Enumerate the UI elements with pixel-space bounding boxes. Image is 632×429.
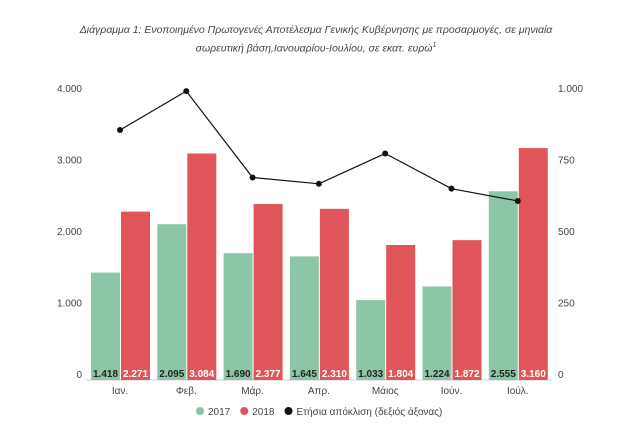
title-line-1: Διάγραμμα 1: Ενοποιημένο Πρωτογενές Αποτ…: [79, 24, 553, 36]
line-point: [448, 185, 455, 192]
bar-2017: [157, 224, 187, 380]
bar-2018: [253, 204, 283, 380]
data-label-2018: 1.872: [454, 369, 479, 380]
y2-tick-label: 250: [558, 299, 575, 310]
data-label-2018: 2.377: [256, 369, 281, 380]
y2-tick-label: 500: [558, 227, 575, 238]
line-point: [117, 127, 123, 134]
y2-tick-label: 750: [558, 156, 575, 167]
bar-2017: [422, 286, 452, 380]
data-label-2018: 3.160: [521, 369, 546, 380]
title-line-2: σωρευτική βάση,Ιανουαρίου-Ιουλίου, σε εκ…: [195, 42, 433, 55]
bar-2018: [386, 245, 416, 380]
x-tick-label: Ιούλ.: [507, 385, 529, 397]
legend-marker: [196, 407, 204, 415]
y-tick-label: 4.000: [57, 84, 82, 95]
bar-2018: [518, 148, 548, 380]
bar-2018: [121, 211, 150, 380]
y-tick-label: 0: [76, 370, 82, 381]
legend-marker: [240, 407, 249, 415]
data-label-2017: 1.645: [292, 369, 317, 380]
line-point: [514, 197, 521, 204]
bar-2017: [91, 272, 120, 380]
data-label-2017: 2.095: [159, 369, 184, 380]
chart-title: Διάγραμμα 1: Ενοποιημένο Πρωτογενές Αποτ…: [0, 22, 632, 57]
y2-tick-label: 1.000: [558, 84, 583, 95]
y-tick-label: 2.000: [57, 227, 82, 238]
line-point: [382, 150, 389, 157]
bar-2017: [356, 300, 386, 380]
data-label-2018: 2.271: [123, 369, 148, 380]
x-tick-label: Φεβ.: [176, 386, 197, 397]
y-tick-label: 3.000: [57, 156, 82, 167]
legend-label: 2017: [208, 407, 231, 418]
x-tick-label: Απρ.: [308, 386, 330, 397]
data-label-2017: 2.555: [491, 369, 516, 380]
bar-2017: [289, 256, 319, 380]
x-tick-label: Ιούν.: [441, 385, 463, 397]
line-point: [315, 180, 322, 187]
data-label-2018: 3.084: [189, 369, 214, 380]
legend-marker: [284, 407, 293, 415]
x-tick-label: Ιαν.: [112, 386, 128, 397]
line-point: [183, 88, 190, 95]
line-point: [249, 174, 256, 181]
y2-tick-label: 0: [558, 370, 564, 381]
data-label-2017: 1.224: [424, 369, 449, 380]
data-label-2017: 1.418: [93, 369, 118, 380]
data-label-2018: 1.804: [388, 369, 413, 380]
legend-label: 2018: [252, 407, 275, 418]
bar-2017: [223, 253, 253, 380]
legend-label: Ετήσια απόκλιση (δεξιός άξονας): [297, 406, 443, 418]
data-label-2017: 1.033: [358, 369, 383, 380]
bar-2017: [488, 191, 518, 380]
x-tick-label: Μάρ.: [241, 385, 264, 397]
y-tick-label: 1.000: [57, 299, 82, 310]
x-tick-label: Μάιος: [372, 385, 399, 397]
bar-2018: [187, 153, 217, 380]
bar-2018: [319, 208, 349, 380]
bar-2018: [452, 240, 482, 380]
footnote-mark: 1: [432, 42, 437, 49]
data-label-2017: 1.690: [226, 369, 251, 380]
data-label-2018: 2.310: [322, 369, 347, 380]
